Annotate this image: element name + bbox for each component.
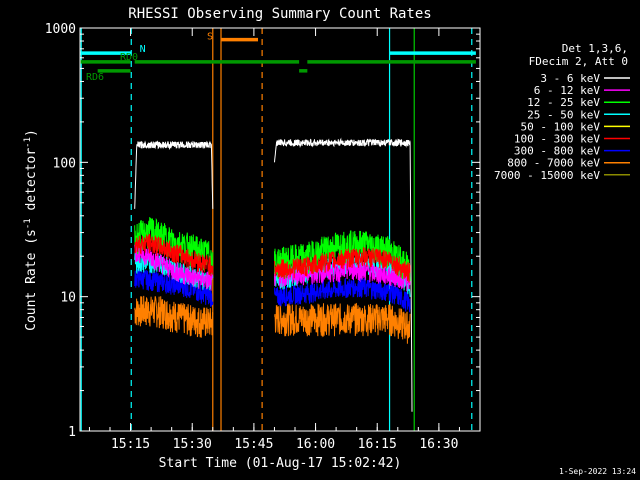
footer-timestamp: 1-Sep-2022 13:24 (559, 467, 636, 476)
x-tick-label-15-45: 15:45 (234, 437, 273, 452)
legend-label-3-6-kev: 3 - 6 keV (540, 72, 600, 85)
series-line-300-800-kev-0 (134, 268, 214, 307)
series-line-800-7000-kev-1 (274, 302, 411, 344)
series-line-800-7000-kev-0 (134, 295, 214, 338)
y-axis-label: Count Rate (s-1 detector-1) (23, 129, 39, 331)
x-tick-label-16-15: 16:15 (358, 437, 397, 452)
series-line-3-6-kev-1 (274, 137, 413, 412)
x-tick-label-16-30: 16:30 (419, 437, 458, 452)
legend-label-25-50-kev: 25 - 50 keV (527, 108, 600, 121)
x-axis-label: Start Time (01-Aug-17 15:02:42) (159, 456, 402, 471)
legend-label-12-25-kev: 12 - 25 keV (527, 96, 600, 109)
x-tick-label-15-30: 15:30 (173, 437, 212, 452)
y-axis-label-tail: detector (24, 148, 39, 219)
y-tick-label-10: 10 (60, 291, 76, 306)
series-line-6-12-kev-0 (134, 242, 214, 291)
x-tick-label-16-00: 16:00 (296, 437, 335, 452)
legend-label-100-300-kev: 100 - 300 keV (514, 133, 600, 146)
legend-header-line-2: FDecim 2, Att 0 (529, 55, 628, 68)
y-axis-label-main: Count Rate (s (24, 229, 39, 331)
y-tick-label-1: 1 (68, 425, 76, 440)
legend-label-6-12-kev: 6 - 12 keV (534, 84, 601, 97)
legend-header-line-1: Det 1,3,6, (562, 42, 628, 55)
y-axis-label-end: ) (24, 129, 39, 137)
status-label-rd0: RD0 (120, 52, 138, 63)
y-axis-ticks: 1 10 100 1000 (45, 22, 480, 440)
series-line-300-800-kev-1 (274, 276, 411, 313)
vertical-markers (80, 28, 473, 431)
plot-frame (79, 27, 481, 432)
legend-label-50-100-kev: 50 - 100 keV (521, 120, 601, 133)
legend-label-800-7000-kev: 800 - 7000 keV (507, 157, 600, 170)
chart-title: RHESSI Observing Summary Count Rates (128, 6, 431, 22)
series-line-100-300-kev-1 (274, 247, 411, 283)
series-line-6-12-kev-1 (274, 260, 411, 292)
x-axis-ticks: 15:15 15:30 15:45 16:00 16:15 16:30 (88, 28, 481, 452)
x-tick-label-15-15: 15:15 (111, 437, 150, 452)
y-axis-label-sup2: -1 (23, 137, 33, 148)
status-label-s: S (207, 32, 213, 43)
status-label-n: N (140, 44, 146, 55)
status-label-rd6: RD6 (86, 72, 104, 83)
series-line-3-6-kev-0 (134, 140, 214, 209)
y-axis-label-sup1: -1 (23, 218, 33, 229)
y-tick-label-100: 100 (53, 156, 76, 171)
y-tick-label-1000: 1000 (45, 22, 76, 37)
legend-label-7000-15000-kev: 7000 - 15000 keV (494, 169, 600, 182)
legend-label-300-800-kev: 300 - 800 keV (514, 145, 600, 158)
series-line-100-300-kev-0 (134, 234, 214, 277)
series-group (134, 137, 413, 412)
